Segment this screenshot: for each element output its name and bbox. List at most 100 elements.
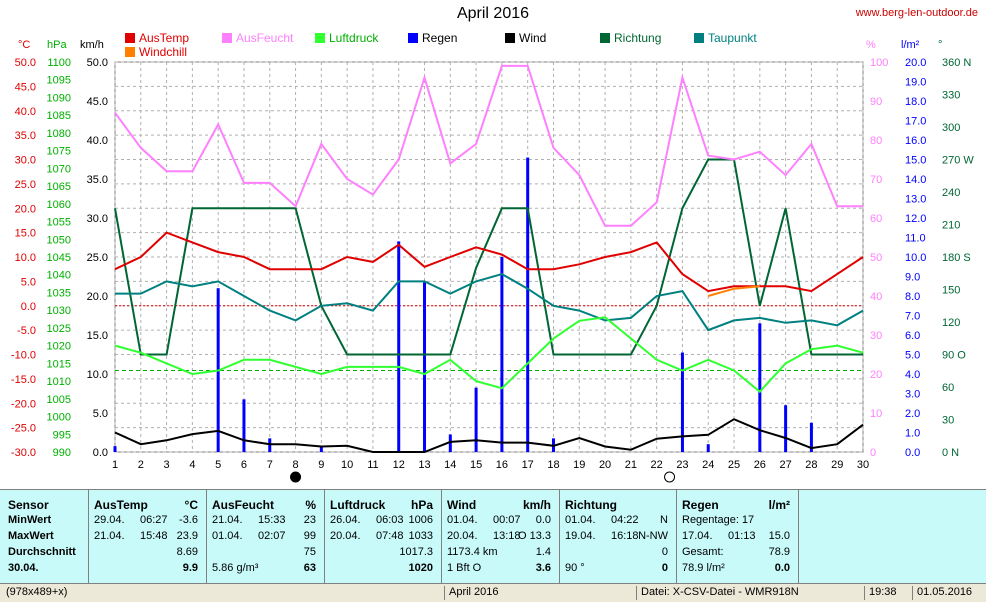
stats-unit: hPa <box>410 498 433 512</box>
chart-title: April 2016 <box>456 5 530 22</box>
stats-cell: 21.04. <box>212 514 243 526</box>
x-tick-label: 22 <box>651 459 663 471</box>
series-line-ausfeucht <box>114 64 863 227</box>
x-tick-label: 6 <box>241 459 247 471</box>
stats-cell: 8.69 <box>176 546 198 558</box>
stats-row: 19.04. 16:18 N-NW <box>559 530 676 546</box>
temp-tick-label: 5.0 <box>21 276 36 288</box>
legend-swatch <box>408 33 418 43</box>
direction-tick-label: 30 <box>942 415 954 427</box>
pressure-tick-label: 1020 <box>47 341 71 353</box>
stats-row: 8.69 <box>88 546 206 562</box>
direction-tick-label: 240 <box>942 187 960 199</box>
stats-cell: 3.6 <box>535 562 551 574</box>
x-tick-label: 25 <box>728 459 740 471</box>
stats-row: 1020 <box>324 562 441 578</box>
stats-row: 1017.3 <box>324 546 441 562</box>
stats-unit: °C <box>184 498 198 512</box>
wind-tick-label: 40.0 <box>87 135 108 147</box>
pressure-tick-label: 990 <box>53 447 71 459</box>
website-link[interactable]: www.berg-len-outdoor.de <box>855 7 978 19</box>
wind-tick-label: 35.0 <box>87 174 108 186</box>
stats-row: 21.04. 15:33 23 <box>206 514 324 530</box>
legend-label: AusTemp <box>139 31 190 45</box>
x-tick-label: 5 <box>215 459 221 471</box>
moon-full-icon <box>664 471 676 483</box>
humidity-tick-label: 0 <box>870 447 876 459</box>
rain-bar <box>500 257 504 452</box>
stats-cell: 15:48 <box>140 530 168 542</box>
rain-bar <box>423 282 427 452</box>
stats-row: 90 ° 0 <box>559 562 676 578</box>
status-date: 01.05.2016 <box>912 586 972 600</box>
x-tick-label: 27 <box>779 459 791 471</box>
direction-tick-label: 90 O <box>942 350 966 362</box>
chart-canvas: 50.045.040.035.030.025.020.015.010.05.00… <box>11 57 974 483</box>
stats-cell: 29.04. <box>94 514 125 526</box>
legend-label: Luftdruck <box>329 31 379 45</box>
stats-header: Regen <box>682 498 719 512</box>
x-tick-label: 20 <box>599 459 611 471</box>
temp-tick-label: 15.0 <box>15 228 36 240</box>
stats-cell: 1.4 <box>535 546 551 558</box>
stats-row: 17.04. 01:13 15.0 <box>676 530 798 546</box>
stats-cell: 01:13 <box>728 530 756 542</box>
pressure-tick-label: 1080 <box>47 128 71 140</box>
legend-item: Taupunkt <box>694 31 757 45</box>
legend-label: Taupunkt <box>708 31 757 45</box>
stats-row-label: MinWert <box>8 514 52 526</box>
stats-cell: 1017.3 <box>399 546 433 558</box>
x-tick-label: 18 <box>547 459 559 471</box>
x-tick-label: 4 <box>189 459 195 471</box>
pressure-tick-label: 1035 <box>47 287 71 299</box>
series-line-windchill <box>707 285 760 297</box>
stats-cell: 78.9 l/m² <box>682 562 725 574</box>
direction-tick-label: 210 <box>942 220 960 232</box>
stats-cell: 06:03 <box>376 514 404 526</box>
temp-tick-label: 40.0 <box>15 106 36 118</box>
stats-cell: 0 <box>661 546 668 558</box>
stats-row: 26.04. 06:03 1006 <box>324 514 441 530</box>
rain-unit: l/m² <box>901 39 920 51</box>
rain-tick-label: 2.0 <box>905 408 920 420</box>
rain-tick-label: 1.0 <box>905 428 920 440</box>
stats-cell: 00:07 <box>493 514 521 526</box>
temp-tick-label: 50.0 <box>15 57 36 69</box>
stats-cell: 9.9 <box>182 562 198 574</box>
humidity-tick-label: 50 <box>870 252 882 264</box>
x-tick-label: 29 <box>831 459 843 471</box>
moon-phases <box>290 471 676 483</box>
moon-new-icon <box>290 471 302 483</box>
wind-tick-label: 25.0 <box>87 252 108 264</box>
rain-bar <box>784 405 788 452</box>
stats-cell: 1033 <box>408 530 433 542</box>
stats-row: 5.86 g/m³ 63 <box>206 562 324 578</box>
stats-cell: 23 <box>303 514 316 526</box>
rain-tick-label: 7.0 <box>905 311 920 323</box>
stats-cell: Gesamt: <box>682 546 724 558</box>
rain-tick-label: 15.0 <box>905 155 926 167</box>
pressure-tick-label: 1095 <box>47 75 71 87</box>
axes-labels: 50.045.040.035.030.025.020.015.010.05.00… <box>11 57 974 471</box>
stats-cell: 01.04. <box>565 514 596 526</box>
stats-row: 20.04. 13:18 O 13.3 <box>441 530 559 546</box>
wind-tick-label: 45.0 <box>87 96 108 108</box>
humidity-unit: % <box>866 39 876 51</box>
legend-item: Windchill <box>125 45 187 59</box>
stats-cell: O 13.3 <box>517 530 551 542</box>
temp-tick-label: 0.0 <box>21 301 36 313</box>
stats-header: Luftdruck <box>330 498 386 512</box>
pressure-tick-label: 1010 <box>47 376 71 388</box>
rain-tick-label: 9.0 <box>905 272 920 284</box>
humidity-tick-label: 30 <box>870 330 882 342</box>
x-tick-label: 2 <box>138 459 144 471</box>
status-size: (978x489+x) <box>6 586 68 598</box>
wind-tick-label: 5.0 <box>93 408 108 420</box>
stats-cell: 21.04. <box>94 530 125 542</box>
stats-cell: 04:22 <box>611 514 639 526</box>
x-tick-label: 16 <box>496 459 508 471</box>
stats-row-label: Durchschnitt <box>8 546 76 558</box>
direction-tick-label: 180 S <box>942 252 971 264</box>
stats-row: 9.9 <box>88 562 206 578</box>
rain-tick-label: 10.0 <box>905 252 926 264</box>
